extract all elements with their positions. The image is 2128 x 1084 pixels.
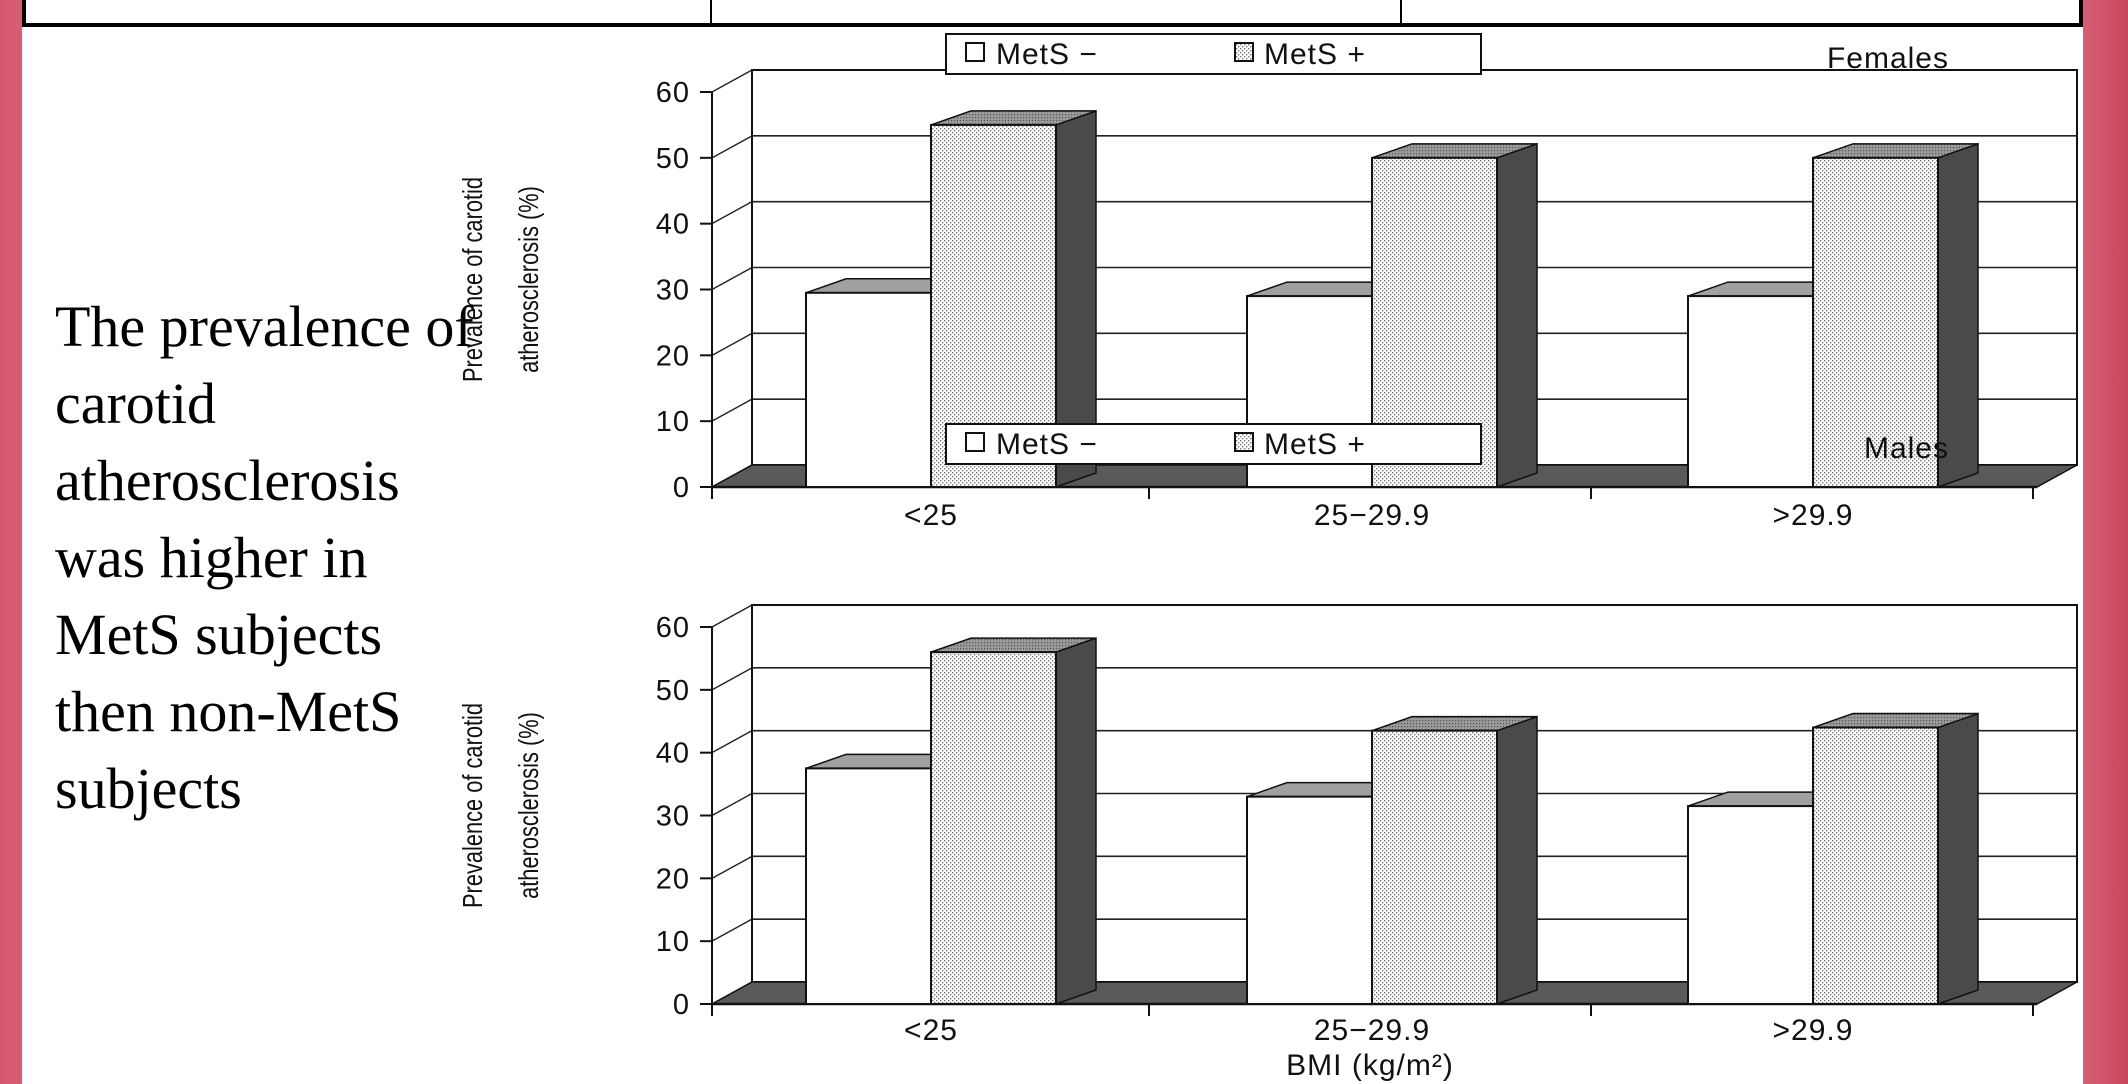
side-wall-line [711, 918, 753, 942]
y-axis-label: Prevalence of carotid atherosclerosis (%) [457, 703, 544, 908]
side-wall-line [711, 855, 753, 879]
side-wall-line [711, 201, 753, 225]
y-tick-label: 40 [656, 738, 690, 770]
legend-label: MetS + [1264, 38, 1366, 71]
bar [1812, 726, 1939, 1005]
side-wall-line [711, 135, 753, 159]
bar [930, 651, 1057, 1006]
y-tick-label: 10 [656, 926, 690, 958]
x-tick-label: >29.9 [1773, 1014, 1854, 1047]
side-wall-line [711, 69, 753, 93]
legend-swatch [1234, 432, 1254, 452]
panel-label: Males [1864, 432, 1949, 465]
side-wall-line [711, 332, 753, 356]
y-tick-label: 20 [656, 863, 690, 895]
y-tick-label: 0 [673, 989, 690, 1021]
y-axis-label-line: Prevalence of carotid [457, 703, 488, 908]
y-tick-label: 50 [656, 675, 690, 707]
legend-swatch [1234, 42, 1254, 62]
y-tick-label: 40 [656, 209, 690, 241]
bar-side [1496, 715, 1538, 1006]
legend-swatch [965, 432, 985, 452]
y-tick-label: 30 [656, 275, 690, 307]
side-wall-line [711, 266, 753, 291]
slide-caption: The prevalence of carotid atherosclerosi… [55, 294, 474, 821]
legend-label: MetS − [996, 428, 1098, 461]
legend-label: MetS + [1264, 428, 1366, 461]
y-tick-label: 10 [656, 406, 690, 438]
y-tick-label: 0 [673, 472, 690, 504]
side-wall-line [711, 604, 753, 628]
bar-side [1496, 142, 1538, 489]
table-divider [710, 0, 712, 23]
chart-panel-males: 0 10 20 30 40 50 60 <25 25−29.9 >29.9 MetS − MetS +… [457, 423, 2078, 1082]
x-tick-label: >29.9 [1773, 499, 1854, 532]
y-axis-label-line: Prevalence of carotid [457, 177, 488, 382]
y-tick-label: 60 [656, 612, 690, 644]
y-tick-label: 60 [656, 77, 690, 109]
side-wall-line [711, 667, 753, 691]
x-tick-label: <25 [904, 1014, 958, 1047]
legend-box [945, 423, 1482, 465]
bar [1687, 805, 1814, 1006]
y-tick-label: 30 [656, 801, 690, 833]
chart-panel-females: 0 10 20 30 40 50 60 <25 25−29.9 >29.9 MetS − MetS +… [457, 33, 2078, 532]
y-axis-label: Prevalence of carotid atherosclerosis (%) [457, 177, 544, 382]
y-tick-label: 50 [656, 143, 690, 175]
panel-label: Females [1827, 42, 1949, 75]
x-tick-label: <25 [904, 499, 958, 532]
bar [1812, 156, 1939, 488]
x-tick-label: 25−29.9 [1314, 499, 1430, 532]
legend-box [945, 33, 1482, 75]
table-divider [1400, 0, 1402, 23]
side-wall-line [711, 792, 753, 817]
bar-side [1937, 712, 1979, 1006]
side-wall-line [711, 730, 753, 754]
legend-label: MetS − [996, 38, 1098, 71]
side-wall-line [711, 398, 753, 422]
bar [1246, 795, 1373, 1006]
bar [1687, 295, 1814, 489]
y-axis-label-line: atherosclerosis (%) [513, 186, 544, 373]
header-table [22, 0, 2083, 27]
x-axis-title: BMI (kg/m²) [1286, 1049, 1454, 1082]
bar [1371, 729, 1498, 1005]
x-tick-label: 25−29.9 [1314, 1014, 1430, 1047]
bar [805, 291, 932, 488]
legend-swatch [965, 42, 985, 62]
y-axis-label-line: atherosclerosis (%) [513, 712, 544, 899]
bar-side [1055, 637, 1097, 1006]
bar [805, 767, 932, 1005]
y-tick-label: 20 [656, 340, 690, 372]
